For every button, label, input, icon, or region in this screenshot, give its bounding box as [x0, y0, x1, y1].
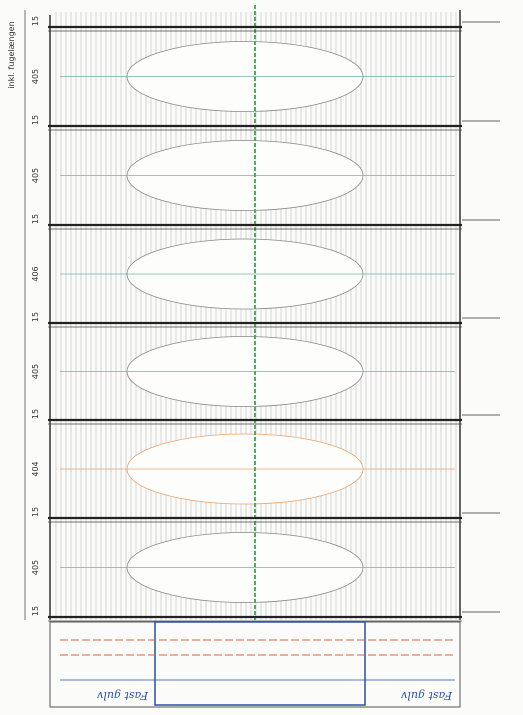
- bottom-box: Fast gulv Fast gulv: [49, 621, 461, 708]
- dimension-label: 15: [31, 409, 40, 419]
- dimension-label: 405: [31, 560, 40, 575]
- dimension-label: 405: [31, 168, 40, 183]
- dimension-label: 406: [31, 266, 40, 281]
- blue-box: [154, 621, 366, 706]
- dimension-label: 15: [31, 507, 40, 517]
- dimension-label: 405: [31, 69, 40, 84]
- dimension-label: 15: [31, 214, 40, 224]
- floor-note: Fast gulv: [400, 689, 453, 702]
- frame: [24, 5, 500, 622]
- dimensions: 15 405 15 405 15 406 15 405 15 404 15 405 15: [31, 16, 40, 616]
- dimension-label: 15: [31, 606, 40, 616]
- dimension-label: 404: [31, 461, 40, 476]
- dimension-label: 15: [31, 312, 40, 322]
- floor-note: Fast gulv: [96, 689, 149, 702]
- dimension-label: 15: [31, 16, 40, 26]
- dimension-label: 15: [31, 115, 40, 125]
- side-label: inkl. fugelængen: [7, 21, 16, 88]
- dimension-label: 405: [31, 364, 40, 379]
